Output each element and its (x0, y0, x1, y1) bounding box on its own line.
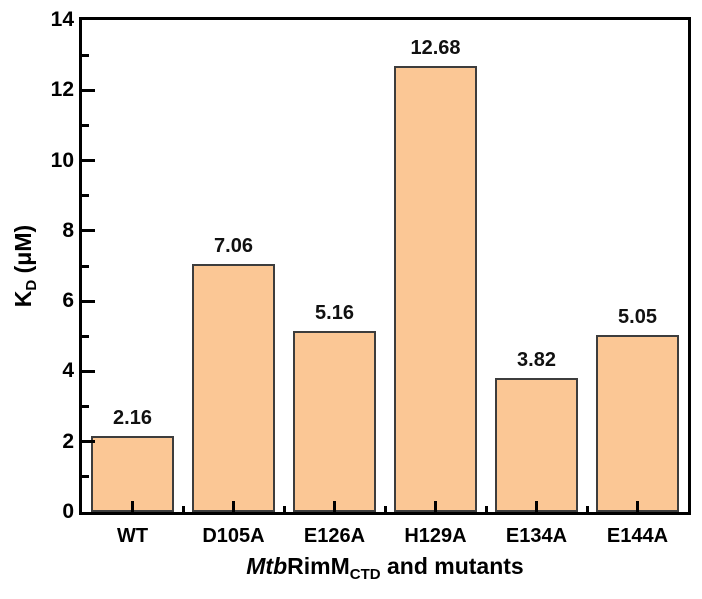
x-category-label: H129A (404, 525, 467, 547)
x-category-label: WT (116, 525, 149, 547)
bar-value-label: 5.16 (315, 301, 354, 324)
y-axis-title: KD (μM) (10, 146, 44, 386)
y-axis-minor-tick (82, 475, 89, 479)
x-axis-major-tick (434, 501, 437, 512)
x-axis-title: MtbRimMCTD and mutants (82, 553, 688, 583)
x-axis-major-tick (232, 501, 235, 512)
y-axis-minor-tick (82, 194, 89, 198)
plot-area: 2.16 7.06 5.16 12.68 3.82 5.05 (79, 17, 691, 515)
x-axis-minor-tick (181, 506, 185, 512)
x-axis-major-tick (636, 501, 639, 512)
x-axis-minor-tick (484, 506, 488, 512)
x-axis-major-tick (535, 501, 538, 512)
bar-value-label: 5.05 (618, 305, 657, 328)
x-axis-minor-tick (282, 506, 286, 512)
bar-value-label: 2.16 (113, 407, 152, 430)
y-tick-label: 8 (62, 218, 74, 242)
x-axis-major-tick (131, 501, 134, 512)
y-axis-major-tick (82, 369, 95, 373)
x-axis-minor-tick (585, 506, 589, 512)
y-axis-minor-tick (82, 334, 89, 338)
x-axis-minor-tick (383, 506, 387, 512)
y-axis-major-tick (82, 88, 95, 92)
y-axis-minor-tick (82, 405, 89, 409)
y-axis-major-tick (82, 299, 95, 303)
y-tick-label: 2 (62, 429, 74, 453)
y-axis-major-tick (82, 440, 95, 444)
y-axis-major-tick (82, 229, 95, 233)
x-category-label: E134A (505, 525, 568, 547)
y-tick-label: 14 (50, 8, 74, 31)
x-category-label: D105A (202, 525, 265, 547)
x-axis-title-suffix: and mutants (380, 553, 524, 579)
y-tick-label: 12 (50, 78, 74, 102)
y-tick-label: 10 (50, 148, 74, 172)
y-axis-minor-tick (82, 264, 89, 268)
x-axis-title-italic-prefix: Mtb (246, 553, 288, 579)
bar-E134A (495, 377, 578, 512)
x-axis-major-tick (333, 501, 336, 512)
y-tick-label: 0 (62, 500, 74, 523)
y-tick-label: 4 (62, 359, 74, 383)
x-category-label: E144A (606, 525, 669, 547)
y-axis-major-tick (82, 159, 95, 163)
x-category-label: E126A (303, 525, 366, 547)
bar-E144A (596, 334, 679, 512)
y-axis-minor-tick (82, 123, 89, 127)
y-tick-label: 6 (62, 289, 74, 313)
x-axis-title-main: RimM (287, 553, 350, 579)
bar-value-label: 12.68 (410, 37, 461, 60)
y-axis-minor-tick (82, 53, 89, 57)
x-axis-title-subscript: CTD (349, 566, 381, 583)
bar-value-label: 3.82 (517, 348, 556, 371)
bar-value-label: 7.06 (214, 234, 253, 257)
bar-D105A (192, 263, 275, 512)
bar-H129A (394, 66, 477, 512)
bar-E126A (293, 330, 376, 512)
